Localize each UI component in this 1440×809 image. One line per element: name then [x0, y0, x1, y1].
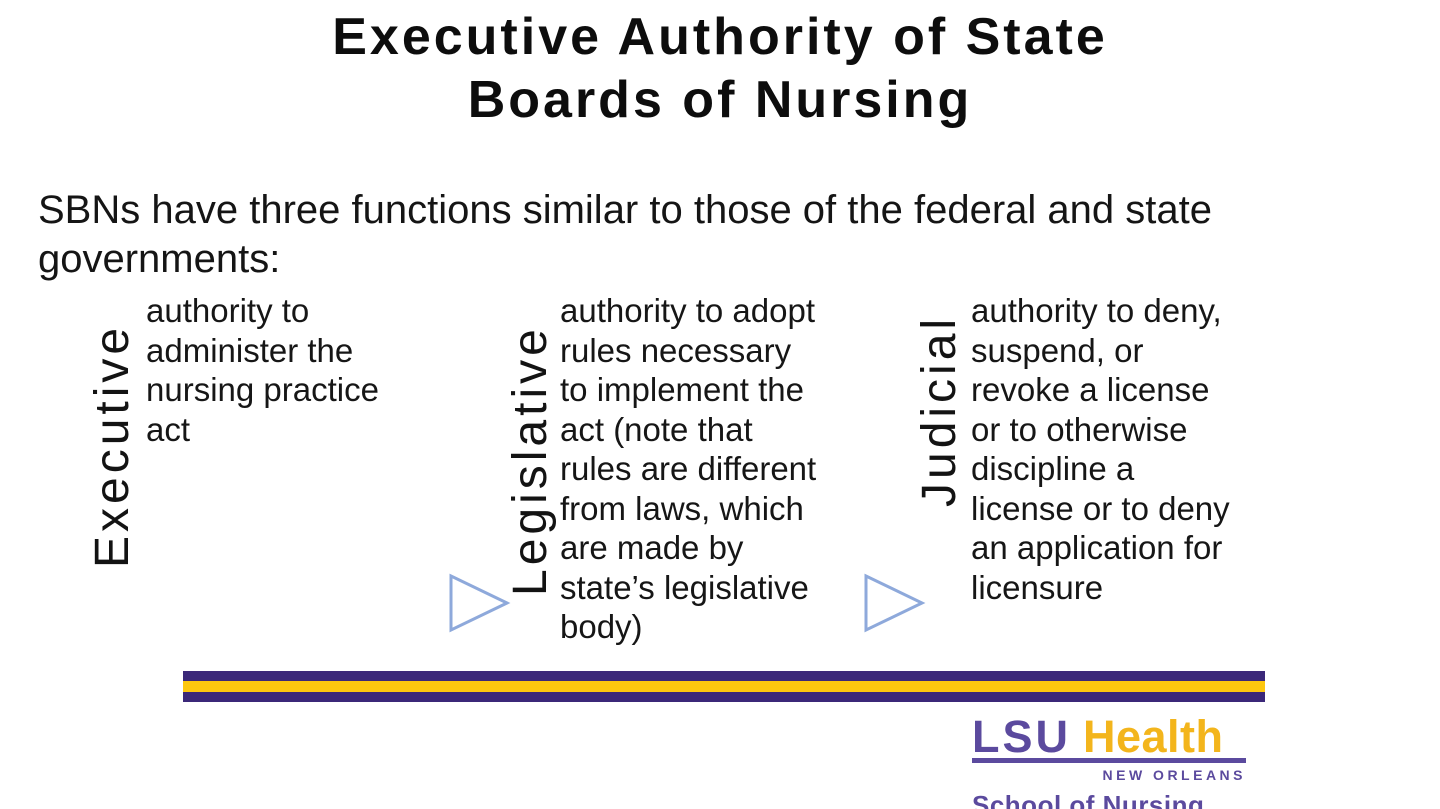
divider-bar-gold-stripe: [183, 681, 1265, 692]
lsu-health-logo: LSU Health NEW ORLEANS School of Nursing: [972, 711, 1246, 809]
divider-bar-purple-stripe: [183, 692, 1265, 702]
column-label-legislative: Legislative: [504, 325, 557, 596]
column-text-judicial: authority to deny, suspend, or revoke a …: [971, 292, 1230, 606]
right-triangle-icon: [449, 573, 511, 633]
slide-title: Executive Authority of State Boards of N…: [332, 8, 1108, 129]
column-label-judicial: Judicial: [913, 314, 966, 507]
divider-bar-purple-stripe: [183, 671, 1265, 681]
column-label-executive: Executive: [86, 323, 139, 568]
column-text-legislative: authority to adopt rules necessary to im…: [560, 292, 817, 645]
logo-lsu-text: LSU: [972, 711, 1071, 762]
right-triangle-icon: [864, 573, 926, 633]
logo-school-of-nursing-text: School of Nursing: [972, 790, 1205, 809]
logo-health-text: Health: [1083, 711, 1224, 762]
logo-underline: [972, 758, 1246, 763]
column-text-executive: authority to administer the nursing prac…: [146, 292, 379, 448]
intro-text: SBNs have three functions similar to tho…: [38, 188, 1212, 281]
divider-bar: [183, 671, 1265, 702]
logo-wordmark: LSU Health: [972, 711, 1246, 762]
logo-new-orleans-text: NEW ORLEANS: [1102, 767, 1246, 783]
